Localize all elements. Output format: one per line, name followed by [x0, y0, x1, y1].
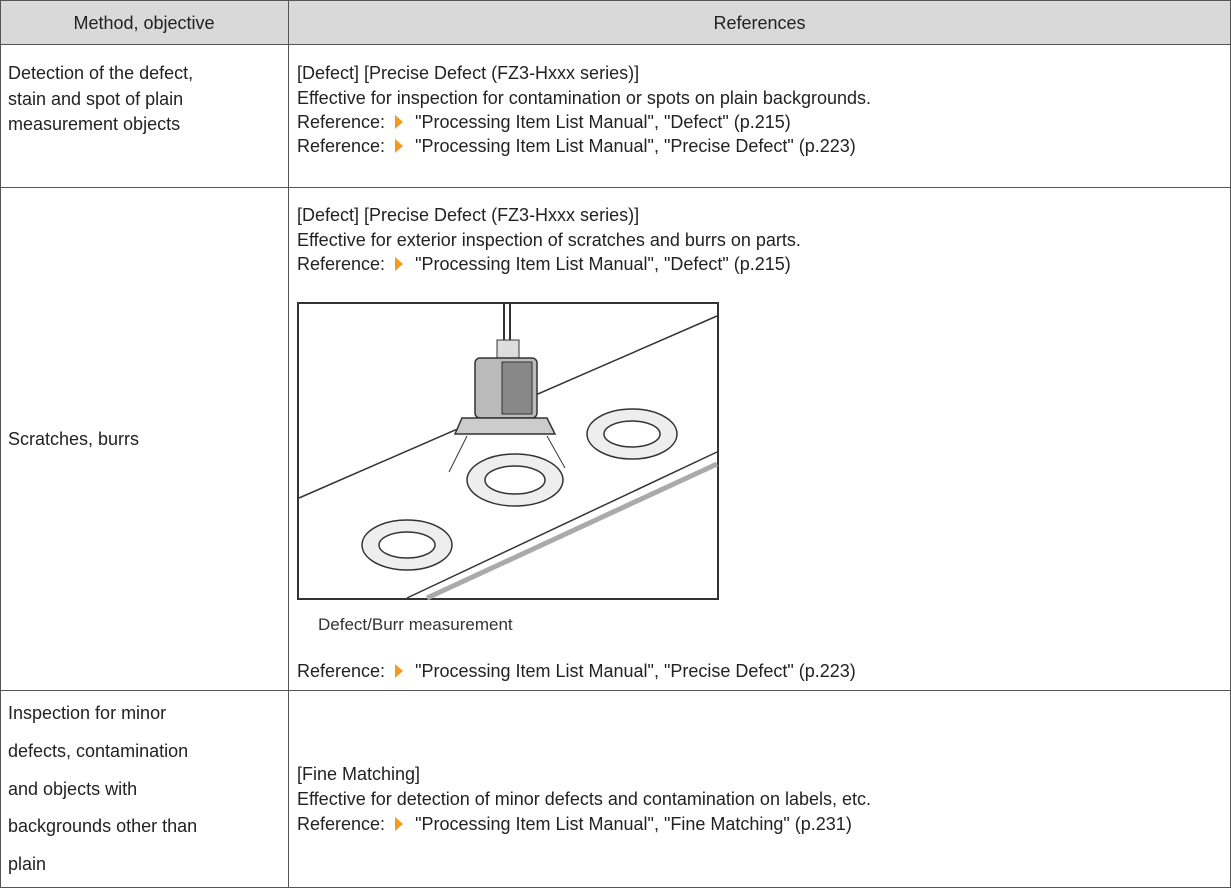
figure: [297, 302, 719, 600]
row-line: [0, 187, 1231, 188]
reference-text: Effective for exterior inspection of scr…: [297, 230, 801, 250]
reference-line: Reference: "Processing Item List Manual",…: [297, 660, 856, 682]
reference-line: Reference: "Processing Item List Manual",…: [297, 111, 791, 133]
header-bg: [0, 0, 1231, 44]
reference-link[interactable]: "Processing Item List Manual", "Precise …: [415, 136, 856, 156]
reference-text: Effective for inspection for contaminati…: [297, 88, 871, 108]
method-text: and objects with: [8, 779, 138, 799]
reference-label: Reference:: [297, 661, 386, 681]
reference-link[interactable]: "Processing Item List Manual", "Defect" …: [415, 112, 791, 132]
reference-label: Reference:: [297, 112, 386, 132]
method-text: plain: [8, 854, 47, 874]
header-cell: References: [713, 13, 806, 33]
reference-text: [Fine Matching]: [297, 764, 421, 784]
method-text: defects, contamination: [8, 741, 189, 761]
arrow-icon: [395, 115, 404, 129]
reference-link[interactable]: "Processing Item List Manual", "Defect" …: [415, 254, 791, 274]
reference-link[interactable]: "Processing Item List Manual", "Precise …: [415, 661, 856, 681]
reference-label: Reference:: [297, 254, 386, 274]
method-text: Scratches, burrs: [8, 429, 140, 449]
method-text: stain and spot of plain: [8, 89, 184, 109]
reference-label: Reference:: [297, 136, 386, 156]
method-text: backgrounds other than: [8, 816, 198, 836]
header-cell: Method, objective: [73, 13, 215, 33]
method-text: Detection of the defect,: [8, 63, 194, 83]
method-text: Inspection for minor: [8, 703, 167, 723]
reference-text: [Defect] [Precise Defect (FZ3-Hxxx serie…: [297, 205, 640, 225]
reference-label: Reference:: [297, 814, 386, 834]
arrow-icon: [395, 664, 404, 678]
reference-line: Reference: "Processing Item List Manual",…: [297, 813, 852, 835]
reference-text: [Defect] [Precise Defect (FZ3-Hxxx serie…: [297, 63, 640, 83]
reference-text: Effective for detection of minor defects…: [297, 789, 871, 809]
column-line: [0, 0, 1, 888]
row-line: [0, 690, 1231, 691]
reference-line: Reference: "Processing Item List Manual",…: [297, 253, 791, 275]
row-line: [0, 44, 1231, 45]
arrow-icon: [395, 139, 404, 153]
arrow-icon: [395, 257, 404, 271]
arrow-icon: [395, 817, 404, 831]
reference-link[interactable]: "Processing Item List Manual", "Fine Mat…: [415, 814, 852, 834]
column-line: [288, 0, 289, 888]
row-line: [0, 0, 1231, 1]
figure-caption: Defect/Burr measurement: [318, 615, 513, 634]
reference-line: Reference: "Processing Item List Manual",…: [297, 135, 856, 157]
method-text: measurement objects: [8, 114, 181, 134]
